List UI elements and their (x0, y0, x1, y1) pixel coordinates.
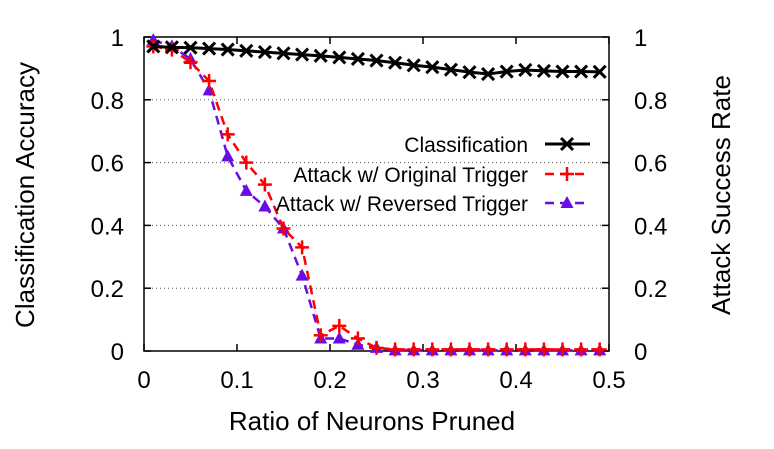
y2-tick-label: 1 (634, 25, 647, 52)
legend-label-original-trigger: Attack w/ Original Trigger (293, 164, 528, 187)
data-point (313, 48, 328, 63)
x-tick-label: 0.4 (499, 367, 532, 394)
legend: Classification Attack w/ Original Trigge… (276, 134, 590, 216)
data-point (462, 342, 477, 357)
y2-tick-label: 0 (634, 339, 647, 366)
x-tick-label: 0.2 (313, 367, 346, 394)
data-point (295, 240, 310, 255)
data-point (350, 51, 365, 67)
x-tick-label: 0.1 (220, 367, 253, 394)
data-point (499, 342, 514, 357)
data-point (202, 73, 217, 88)
data-point (202, 41, 217, 56)
y-tick-label: 0.4 (91, 213, 124, 240)
legend-marker (560, 196, 574, 208)
y-tick-label: 0 (111, 339, 124, 366)
data-point (164, 40, 179, 55)
y-tick-label: 0.2 (91, 276, 124, 303)
data-point (164, 42, 179, 57)
data-point (574, 64, 589, 79)
x-tick-label: 0.5 (592, 367, 625, 394)
data-point (406, 342, 421, 357)
data-point (406, 58, 421, 73)
data-point (332, 331, 346, 344)
data-point (555, 342, 570, 357)
y2-tick-label: 0.4 (634, 213, 667, 240)
legend-entry-reversed-trigger: Attack w/ Reversed Trigger (276, 193, 590, 216)
data-point (258, 199, 272, 212)
data-point (183, 55, 198, 70)
data-point (313, 328, 328, 343)
data-point (518, 342, 533, 357)
data-point (146, 39, 161, 54)
x-tick-label: 0 (137, 367, 150, 394)
legend-sample-classification (545, 136, 590, 152)
axis-ticks: 0 0.1 0.2 0.3 0.4 0.50 00.2 0.20.4 0.40.6 0.60.8 0… (91, 25, 668, 394)
data-point (518, 62, 533, 78)
data-point (536, 63, 551, 78)
series-0 (146, 39, 607, 82)
y2-tick-label: 0.8 (634, 88, 667, 115)
data-point (220, 127, 235, 142)
data-point (239, 155, 254, 170)
y2-tick-label: 0.2 (634, 276, 667, 303)
gridlines (144, 99, 609, 289)
data-point (425, 60, 440, 75)
series-layer (146, 33, 607, 357)
y-tick-label: 0.6 (91, 151, 124, 178)
legend-sample-original-trigger (545, 167, 590, 181)
y2-tick-label: 0.6 (634, 151, 667, 178)
data-point (388, 55, 403, 70)
data-point (443, 342, 458, 357)
legend-label-reversed-trigger: Attack w/ Reversed Trigger (276, 193, 528, 216)
data-point (220, 42, 235, 57)
data-point (276, 221, 291, 236)
data-point (536, 342, 551, 357)
data-point (443, 62, 458, 77)
data-point (239, 43, 254, 58)
data-point (276, 46, 291, 61)
data-point (183, 40, 198, 55)
data-point (332, 50, 347, 65)
x-axis-title: Ratio of Neurons Pruned (229, 406, 515, 436)
y-axis-title: Classification Accuracy (10, 62, 40, 328)
x-tick-label: 0.3 (406, 367, 439, 394)
data-point (462, 65, 477, 80)
data-point (574, 342, 589, 357)
series-1 (146, 39, 607, 357)
legend-sample-reversed-trigger (545, 196, 590, 208)
data-point (257, 45, 272, 60)
data-point (555, 64, 570, 79)
legend-entry-classification: Classification (404, 134, 590, 157)
data-point (499, 64, 514, 79)
data-point (350, 331, 365, 346)
data-point (592, 64, 607, 79)
data-point (481, 66, 496, 82)
y-tick-label: 1 (111, 25, 124, 52)
legend-label-classification: Classification (404, 134, 528, 157)
data-point (257, 177, 272, 192)
data-point (369, 340, 384, 355)
data-point (369, 53, 384, 68)
data-point (388, 342, 403, 357)
data-point (425, 342, 440, 357)
data-point (592, 342, 607, 357)
data-point (481, 342, 496, 357)
data-point (295, 268, 309, 281)
legend-marker (560, 167, 574, 181)
y2-axis-title: Attack Success Rate (706, 75, 736, 315)
data-point (295, 47, 310, 62)
data-point (332, 318, 347, 333)
data-point (239, 183, 253, 196)
legend-marker (559, 136, 575, 152)
legend-entry-original-trigger: Attack w/ Original Trigger (293, 164, 590, 187)
y-tick-label: 0.8 (91, 88, 124, 115)
data-point (221, 149, 235, 162)
